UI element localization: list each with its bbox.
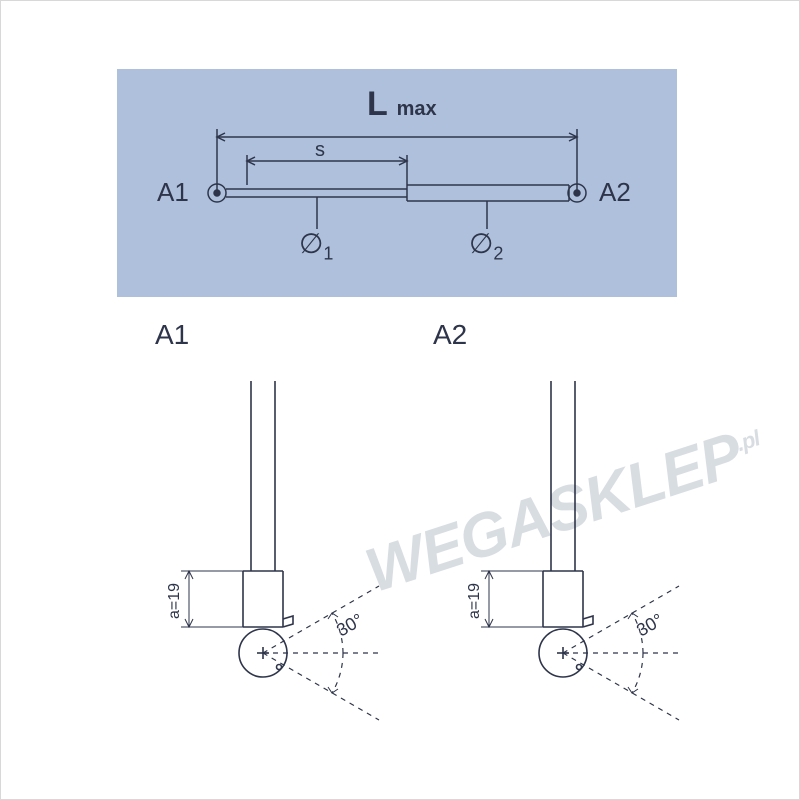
a2-a-dim-text: a=19 (466, 583, 483, 619)
d2-label: ∅2 (469, 227, 503, 265)
a1-angle-text: 30° (333, 610, 367, 641)
lmax-sub: max (397, 98, 437, 120)
top-schematic-panel: L max s A1 A2 ∅1 ∅2 (117, 69, 677, 297)
a2-angle-text: 30° (633, 610, 667, 641)
d2-sub: 2 (493, 244, 503, 264)
detail-a1-header: A1 (155, 319, 189, 351)
d1-label: ∅1 (299, 227, 333, 265)
lmax-label: L max (367, 85, 437, 124)
a1-a-dim-text: a=19 (166, 583, 183, 619)
watermark-suffix: .pl (733, 425, 762, 456)
detail-a2-header: A2 (433, 319, 467, 351)
a2-label: A2 (599, 177, 631, 208)
detail-a2-svg: a=19 30° (431, 381, 691, 761)
d1-sym: ∅ (299, 228, 323, 259)
d1-sub: 1 (323, 244, 333, 264)
d2-sym: ∅ (469, 228, 493, 259)
diagram-page: WEGASKLEP.pl (0, 0, 800, 800)
detail-a1-svg: a=19 30° (131, 381, 391, 761)
a1-label: A1 (157, 177, 189, 208)
s-label: s (315, 139, 325, 162)
lmax-L: L (367, 85, 387, 123)
